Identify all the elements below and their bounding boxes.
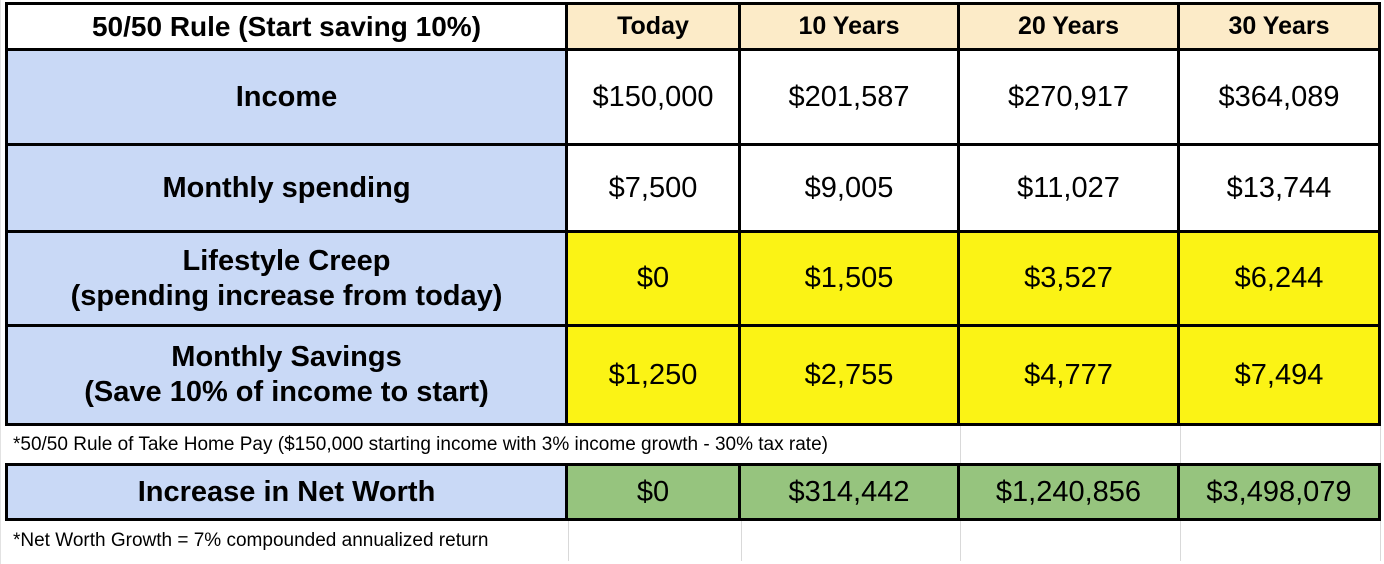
spreadsheet-table: 50/50 Rule (Start saving 10%) Today 10 Y… xyxy=(5,2,1381,561)
footnote-net-worth-growth: *Net Worth Growth = 7% compounded annual… xyxy=(5,521,568,561)
cell-spending-20y: $11,027 xyxy=(960,146,1180,233)
row-label-monthly-spending-text: Monthly spending xyxy=(162,171,411,204)
row-label-monthly-spending: Monthly spending xyxy=(5,146,568,233)
row-label-monthly-savings-subtext: (Save 10% of income to start) xyxy=(84,376,489,408)
cell-savings-20y: $4,777 xyxy=(960,327,1180,426)
column-header-20-years: 20 Years xyxy=(960,2,1180,51)
row-label-income-text: Income xyxy=(235,80,338,113)
cell-income-10y: $201,587 xyxy=(741,51,960,146)
cell-creep-30y: $6,244 xyxy=(1180,233,1381,327)
cell-savings-30y: $7,494 xyxy=(1180,327,1381,426)
row-label-increase-in-net-worth: Increase in Net Worth xyxy=(5,463,568,521)
empty-cell xyxy=(568,521,741,561)
sheet-left-gridline xyxy=(0,0,1,564)
empty-cell xyxy=(1180,521,1381,561)
cell-creep-10y: $1,505 xyxy=(741,233,960,327)
cell-income-today: $150,000 xyxy=(568,51,741,146)
cell-savings-today: $1,250 xyxy=(568,327,741,426)
cell-spending-today: $7,500 xyxy=(568,146,741,233)
column-header-today: Today xyxy=(568,2,741,51)
cell-income-20y: $270,917 xyxy=(960,51,1180,146)
cell-creep-today: $0 xyxy=(568,233,741,327)
row-label-monthly-savings: Monthly Savings (Save 10% of income to s… xyxy=(5,327,568,426)
cell-spending-10y: $9,005 xyxy=(741,146,960,233)
cell-networth-today: $0 xyxy=(568,463,741,521)
cell-savings-10y: $2,755 xyxy=(741,327,960,426)
cell-spending-30y: $13,744 xyxy=(1180,146,1381,233)
cell-creep-20y: $3,527 xyxy=(960,233,1180,327)
cell-networth-10y: $314,442 xyxy=(741,463,960,521)
empty-cell xyxy=(741,521,960,561)
cell-networth-30y: $3,498,079 xyxy=(1180,463,1381,521)
row-label-lifestyle-creep-subtext: (spending increase from today) xyxy=(70,279,503,312)
row-label-lifestyle-creep-text: Lifestyle Creep xyxy=(182,244,391,277)
row-label-increase-in-net-worth-text: Increase in Net Worth xyxy=(137,475,436,508)
empty-cell xyxy=(960,521,1180,561)
footnote-5050-rule: *50/50 Rule of Take Home Pay ($150,000 s… xyxy=(5,426,960,463)
row-label-lifestyle-creep: Lifestyle Creep (spending increase from … xyxy=(5,233,568,327)
column-header-30-years: 30 Years xyxy=(1180,2,1381,51)
cell-networth-20y: $1,240,856 xyxy=(960,463,1180,521)
row-label-monthly-savings-text: Monthly Savings xyxy=(171,341,402,373)
column-header-10-years: 10 Years xyxy=(741,2,960,51)
cell-income-30y: $364,089 xyxy=(1180,51,1381,146)
empty-cell xyxy=(1180,426,1381,463)
row-label-income: Income xyxy=(5,51,568,146)
empty-cell xyxy=(960,426,1180,463)
table-title: 50/50 Rule (Start saving 10%) xyxy=(5,2,568,51)
